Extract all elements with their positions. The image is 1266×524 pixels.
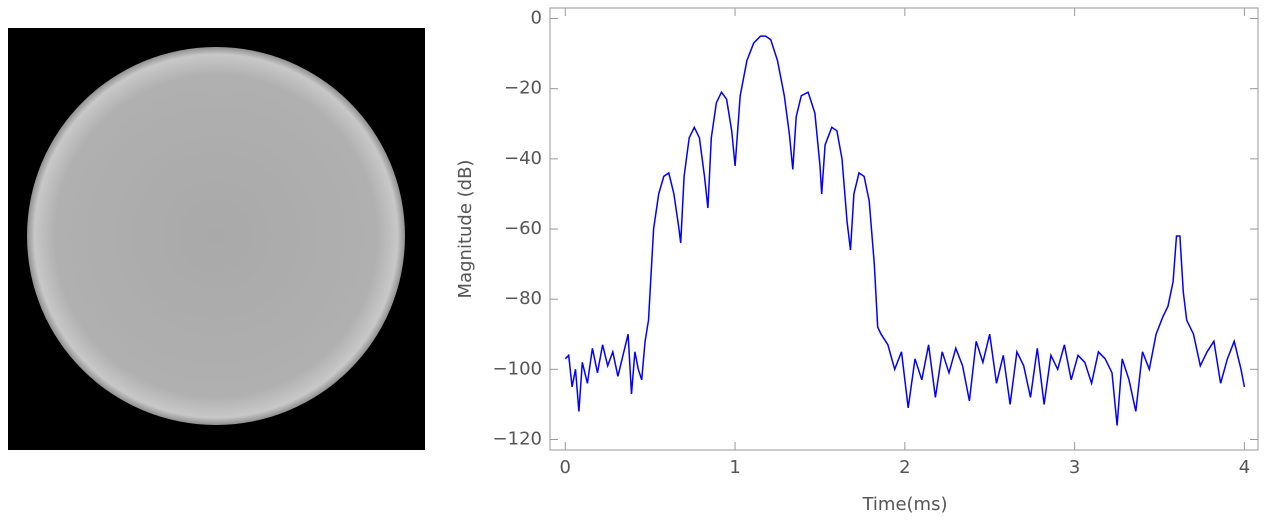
y-tick-label: −80 (504, 288, 542, 309)
x-tick-label: 0 (560, 457, 571, 478)
x-tick-label: 3 (1069, 457, 1080, 478)
x-tick-label: 2 (899, 457, 910, 478)
phantom-disc (27, 47, 405, 425)
y-tick-label: −20 (504, 78, 542, 99)
y-tick-label: 0 (531, 8, 542, 29)
y-axis-label: Magnitude (dB) (455, 160, 476, 299)
x-tick-label: 4 (1239, 457, 1250, 478)
x-tick-label: 1 (729, 457, 740, 478)
y-tick-label: −60 (504, 218, 542, 239)
data-line (564, 35, 1246, 426)
y-tick-label: −100 (493, 358, 542, 379)
x-axis-label: Time(ms) (861, 494, 947, 515)
y-tick-label: −120 (493, 428, 542, 449)
plot-frame (549, 7, 1259, 451)
y-tick-label: −40 (504, 148, 542, 169)
mri-image (8, 28, 425, 450)
